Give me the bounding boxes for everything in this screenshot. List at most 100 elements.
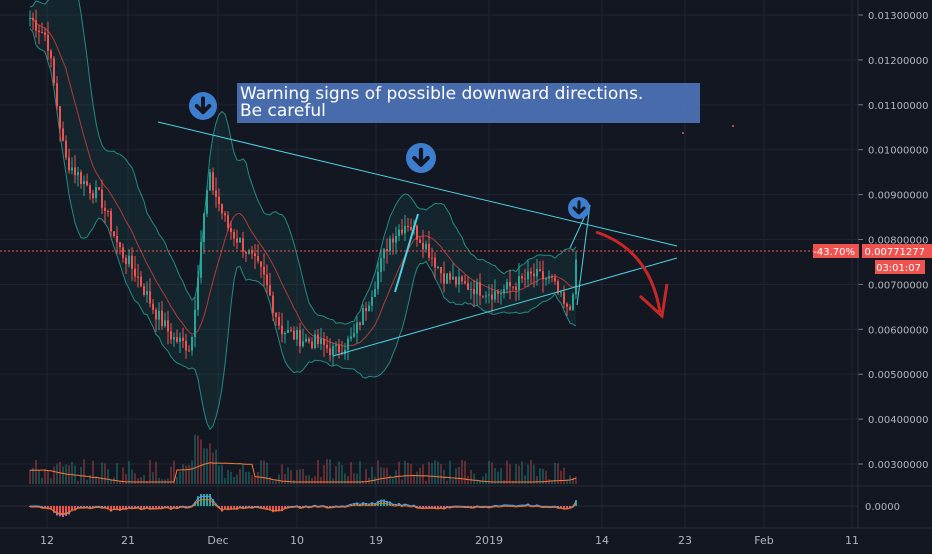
candle-body: [356, 322, 358, 333]
volume-bar: [434, 460, 436, 484]
candle-body: [170, 331, 172, 339]
candle-body: [437, 267, 439, 268]
volume-bar: [428, 462, 430, 484]
volume-bar: [104, 463, 106, 484]
volume-bar: [383, 468, 385, 484]
candle-body: [527, 272, 529, 280]
volume-bar: [128, 461, 130, 484]
volume-bar: [338, 462, 340, 484]
volume-bar: [170, 467, 172, 484]
candle-body: [497, 291, 499, 294]
volume-bar: [230, 472, 232, 484]
volume-bar: [83, 459, 85, 484]
volume-bar: [449, 461, 451, 484]
volume-bar: [392, 478, 394, 484]
candle-body: [197, 278, 199, 310]
candle-body: [44, 33, 46, 35]
candle-body: [434, 258, 436, 268]
volume-bar: [377, 460, 379, 484]
volume-bar: [326, 459, 328, 484]
candle-body: [224, 213, 226, 215]
volume-bar: [380, 467, 382, 484]
candle-body: [545, 279, 547, 280]
candle-body: [464, 281, 466, 283]
volume-bar: [242, 464, 244, 484]
candle-body: [335, 345, 337, 346]
volume-bar: [359, 461, 361, 484]
x-tick-label: 23: [678, 534, 692, 547]
candle-body: [65, 141, 67, 158]
candle-body: [530, 272, 532, 274]
candle-body: [89, 185, 91, 193]
y-tick-label: 0.00300000: [868, 460, 928, 471]
candle-body: [347, 339, 349, 350]
candle-body: [182, 338, 184, 341]
candle-body: [551, 276, 553, 277]
candle-body: [563, 292, 565, 304]
down-arrow-icon: [189, 92, 217, 120]
volume-bar: [401, 480, 403, 484]
candle-body: [47, 35, 49, 51]
volume-bar: [92, 461, 94, 484]
volume-bar: [509, 464, 511, 484]
candle-body: [164, 320, 166, 326]
candle-body: [158, 311, 160, 320]
candle-body: [455, 277, 457, 285]
candle-body: [266, 275, 268, 286]
volume-bar: [233, 477, 235, 484]
volume-bar: [212, 453, 214, 484]
candle-body: [110, 211, 112, 231]
candle-body: [260, 261, 262, 267]
volume-bar: [176, 477, 178, 484]
volume-bar: [410, 464, 412, 484]
candle-body: [440, 267, 442, 273]
candle-body: [386, 249, 388, 251]
candle-body: [395, 236, 397, 243]
candle-body: [272, 296, 274, 313]
volume-bar: [341, 465, 343, 484]
change-label: -43.70%: [813, 247, 855, 258]
volume-bar: [62, 467, 64, 484]
candle-body: [575, 260, 577, 295]
candle-body: [203, 214, 205, 242]
volume-bar: [314, 476, 316, 484]
candle-body: [407, 226, 409, 227]
candle-body: [293, 331, 295, 340]
volume-bar: [149, 460, 151, 484]
volume-bar: [335, 466, 337, 484]
volume-bar: [89, 475, 91, 484]
volume-bar: [560, 471, 562, 484]
candle-body: [446, 273, 448, 283]
candle-body: [494, 291, 496, 299]
volume-bar: [44, 469, 46, 484]
volume-bar: [50, 478, 52, 484]
candle-body: [308, 339, 310, 342]
candle-body: [53, 58, 55, 83]
candle-body: [62, 128, 64, 140]
y-tick-label: 0.00700000: [868, 280, 928, 291]
volume-bar: [305, 476, 307, 484]
candle-body: [77, 172, 79, 175]
candle-body: [287, 330, 289, 333]
volume-bar: [143, 475, 145, 484]
candle-body: [74, 167, 76, 175]
volume-bar: [563, 468, 565, 484]
candle-body: [134, 269, 136, 277]
candle-body: [359, 322, 361, 325]
volume-bar: [386, 468, 388, 484]
y-tick-label: 0.00600000: [868, 325, 928, 336]
y-tick-label: 0.01200000: [868, 56, 928, 67]
x-tick-label: 11: [845, 534, 859, 547]
candle-body: [167, 320, 169, 331]
down-arrow-icon: [406, 143, 436, 173]
candle-body: [152, 304, 154, 310]
candle-body: [230, 228, 232, 232]
candle-body: [548, 276, 550, 278]
candle-body: [365, 308, 367, 311]
volume-bar: [38, 470, 40, 484]
volume-bar: [530, 460, 532, 484]
candle-body: [95, 187, 97, 198]
y-tick-label: 0.00900000: [868, 191, 928, 202]
candle-body: [332, 346, 334, 355]
volume-bar: [200, 439, 202, 484]
